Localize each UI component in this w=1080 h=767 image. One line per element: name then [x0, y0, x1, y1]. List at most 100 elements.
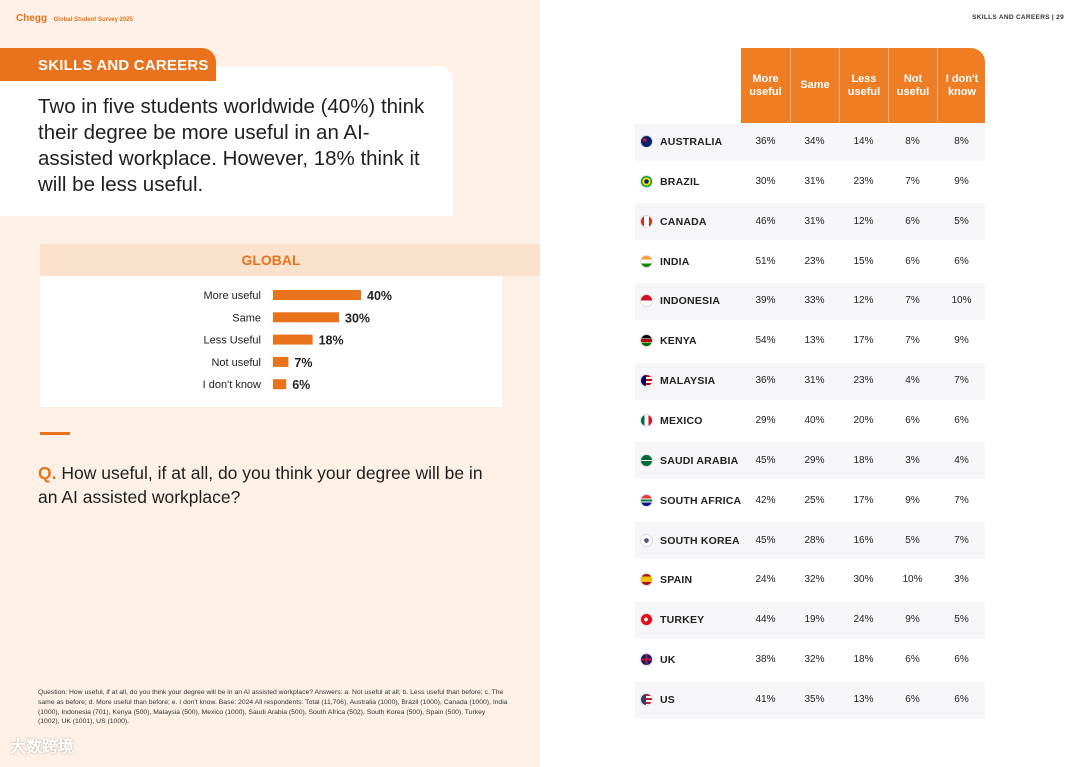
survey-question: Q. How useful, if at all, do you think y…	[38, 461, 498, 509]
country-name: MALAYSIA	[660, 375, 716, 388]
brand: Chegg Global Student Survey 2025	[16, 13, 133, 24]
question-text: How useful, if at all, do you think your…	[38, 463, 483, 507]
global-bar-value: 6%	[292, 378, 310, 392]
table-cell: 6%	[905, 654, 920, 666]
country-name: SAUDI ARABIA	[660, 454, 739, 467]
mexico-flag-icon	[640, 414, 653, 428]
india-flag-icon	[640, 254, 653, 268]
country-name: SPAIN	[660, 574, 693, 587]
table-cell: 5%	[954, 215, 969, 227]
country-name: INDIA	[660, 255, 690, 268]
table-cell: 7%	[905, 335, 920, 347]
left-page: Chegg Global Student Survey 2025 SKILLS …	[0, 0, 540, 767]
table-cell: 32%	[804, 574, 825, 586]
table-cell: 31%	[804, 375, 825, 387]
table-row	[635, 123, 985, 161]
footnote: Question: How useful, if at all, do you …	[38, 689, 508, 726]
table-row	[635, 601, 985, 639]
table-cell: 45%	[755, 454, 776, 466]
table-cell: 42%	[755, 494, 776, 506]
table-cell: 23%	[804, 255, 825, 267]
global-chart-header	[40, 244, 540, 276]
table-cell: 9%	[905, 494, 920, 506]
table-cell: 29%	[755, 415, 776, 427]
table-cell: 44%	[755, 614, 776, 626]
table-cell: 6%	[954, 415, 969, 427]
table-cell: 13%	[853, 694, 874, 706]
table-cell: 12%	[853, 295, 874, 307]
table-row	[635, 203, 985, 241]
question-mark: Q.	[38, 463, 57, 483]
table-cell: 6%	[905, 215, 920, 227]
country-name: KENYA	[660, 335, 697, 348]
table-cell: 32%	[804, 654, 825, 666]
table-column-header: I don't know	[937, 48, 986, 123]
table-cell: 8%	[905, 136, 920, 147]
table-cell: 17%	[853, 335, 874, 347]
table-header	[741, 48, 985, 123]
country-name: BRAZIL	[660, 175, 700, 188]
table-cell: 23%	[853, 175, 874, 187]
global-bar-label: Not useful	[211, 357, 261, 369]
kenya-flag-icon	[640, 334, 653, 348]
table-cell: 24%	[755, 574, 776, 586]
table-cell: 45%	[755, 534, 776, 546]
headline: Two in five students worldwide (40%) thi…	[38, 95, 425, 196]
table-column-header: More useful	[749, 72, 782, 98]
table-cell: 31%	[804, 215, 825, 227]
table-row	[635, 362, 985, 400]
section-tag: SKILLS AND CAREERS	[0, 48, 216, 81]
table-cell: 6%	[905, 415, 920, 427]
table-cell: 9%	[954, 335, 969, 347]
global-bar-chart: More useful 40% Same 30% Less Useful 18% Not u…	[203, 289, 392, 392]
table-cell: 12%	[853, 215, 874, 227]
global-bar-value: 30%	[345, 311, 370, 325]
table-cell: 15%	[853, 255, 874, 267]
global-bar-label: Less Useful	[204, 335, 261, 347]
table-cell: 18%	[853, 654, 874, 666]
table-cell: 6%	[954, 694, 969, 706]
global-bar	[273, 356, 289, 367]
table-cell: 6%	[905, 694, 920, 706]
table-cell: 17%	[853, 494, 874, 506]
table-cell: 6%	[905, 255, 920, 267]
headline-card	[0, 66, 453, 216]
country-name: TURKEY	[660, 614, 705, 627]
table-cell: 40%	[804, 415, 825, 427]
global-bar	[273, 334, 313, 345]
malaysia-flag-icon	[640, 374, 653, 388]
table-cell: 10%	[902, 574, 923, 586]
table-cell: 46%	[755, 215, 776, 227]
table-cell: 16%	[853, 534, 874, 546]
global-chart-title: GLOBAL	[241, 252, 301, 268]
us-flag-icon	[640, 693, 653, 707]
table-cell: 36%	[755, 375, 776, 387]
global-bar-value: 18%	[319, 334, 344, 348]
brand-logo: Chegg	[16, 13, 48, 24]
table-cell: 35%	[804, 694, 825, 706]
table-cell: 33%	[804, 295, 825, 307]
table-column-header: Less useful	[839, 48, 888, 123]
table-cell: 28%	[804, 534, 825, 546]
country-name: SOUTH KOREA	[660, 534, 740, 547]
survey-subtitle: Global Student Survey 2025	[53, 17, 133, 23]
table-cell: 6%	[954, 654, 969, 666]
table-row	[635, 442, 985, 480]
spain-flag-icon	[640, 573, 653, 587]
table-cell: 4%	[954, 454, 969, 466]
global-bar-value: 7%	[294, 356, 312, 370]
global-bar	[273, 379, 287, 390]
page-label: SKILLS AND CAREERS | 29	[972, 14, 1064, 21]
turkey-flag-icon	[640, 613, 653, 627]
table-cell: 7%	[905, 175, 920, 187]
country-name: MEXICO	[660, 415, 703, 428]
table-cell: 51%	[755, 255, 776, 267]
divider-dash	[40, 432, 70, 435]
country-name: UK	[660, 654, 676, 667]
australia-flag-icon	[640, 135, 653, 148]
table-cell: 4%	[905, 375, 920, 387]
table-cell: 30%	[755, 175, 776, 187]
table-cell: 7%	[954, 494, 969, 506]
table-cell: 14%	[853, 136, 874, 147]
uk-flag-icon	[640, 653, 653, 667]
